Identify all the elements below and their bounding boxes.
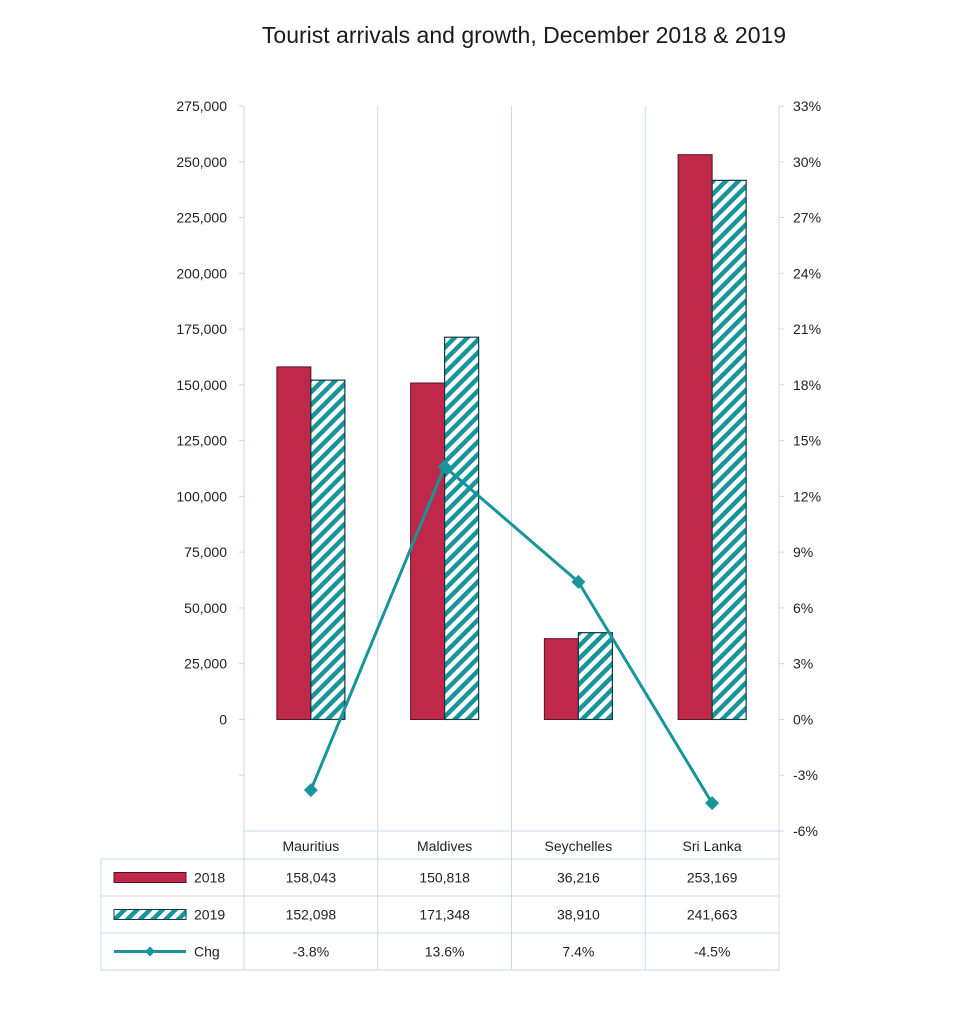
y-right-tick-label: -3% bbox=[793, 767, 818, 783]
y-right-tick-label: 15% bbox=[793, 433, 821, 449]
bar-2018 bbox=[543, 638, 579, 720]
table-cell: 36,216 bbox=[557, 870, 600, 886]
table-cell: 7.4% bbox=[562, 944, 594, 960]
bar-2019 bbox=[577, 632, 613, 721]
y-right-tick-label: 18% bbox=[793, 377, 821, 393]
y-left-tick-label: 175,000 bbox=[176, 321, 227, 337]
table-cell: 171,348 bbox=[419, 907, 470, 923]
bar-2019 bbox=[444, 336, 480, 721]
table-cell: -3.8% bbox=[293, 944, 330, 960]
category-label: Mauritius bbox=[282, 838, 339, 854]
y-right-tick-label: 12% bbox=[793, 488, 821, 504]
legend-label: Chg bbox=[194, 944, 220, 960]
y-right-tick-label: 3% bbox=[793, 656, 813, 672]
y-left-tick-label: 50,000 bbox=[184, 600, 227, 616]
y-right-tick-label: 21% bbox=[793, 321, 821, 337]
legend-label: 2018 bbox=[194, 870, 225, 886]
y-left-tick-label: 75,000 bbox=[184, 544, 227, 560]
bar-2018 bbox=[410, 382, 446, 720]
category-label: Sri Lanka bbox=[683, 838, 742, 854]
y-right-tick-label: 27% bbox=[793, 210, 821, 226]
plot-area: 0 25,000 50,000 75,000 100,000 125,000 150,000… bbox=[176, 98, 821, 970]
table-cell: 38,910 bbox=[557, 907, 600, 923]
bar-2018 bbox=[276, 366, 312, 720]
y-right-tick-label: 24% bbox=[793, 265, 821, 281]
y-right-tick-label: -6% bbox=[793, 823, 818, 839]
table-cell: 253,169 bbox=[687, 870, 738, 886]
y-left-tick-label: 150,000 bbox=[176, 377, 227, 393]
category-label: Seychelles bbox=[545, 838, 613, 854]
category-label: Maldives bbox=[417, 838, 472, 854]
table-cell: 13.6% bbox=[425, 944, 465, 960]
table-cell: 158,043 bbox=[286, 870, 337, 886]
point-chg bbox=[571, 574, 586, 589]
legend-key-2019 bbox=[113, 909, 187, 920]
point-chg bbox=[705, 796, 720, 811]
series-line-chg bbox=[309, 465, 714, 804]
bar-2019 bbox=[711, 179, 747, 721]
table-cell: -4.5% bbox=[694, 944, 731, 960]
y-left-tick-label: 125,000 bbox=[176, 433, 227, 449]
y-left-tick-label: 0 bbox=[219, 711, 227, 727]
y-left-tick-label: 200,000 bbox=[176, 265, 227, 281]
y-right-tick-label: 33% bbox=[793, 98, 821, 114]
bar-2019 bbox=[310, 379, 346, 721]
table-cell: 152,098 bbox=[286, 907, 337, 923]
chart-title: Tourist arrivals and growth, December 20… bbox=[262, 22, 786, 48]
legend-label: 2019 bbox=[194, 907, 225, 923]
y-left-tick-label: 100,000 bbox=[176, 488, 227, 504]
table-cell: 150,818 bbox=[419, 870, 470, 886]
table-cell: 241,663 bbox=[687, 907, 738, 923]
y-right-tick-label: 30% bbox=[793, 154, 821, 170]
legend-key-marker-Chg bbox=[145, 946, 155, 957]
point-chg bbox=[437, 459, 452, 474]
y-right-tick-label: 9% bbox=[793, 544, 813, 560]
y-right-tick-label: 6% bbox=[793, 600, 813, 616]
point-chg bbox=[303, 783, 318, 798]
y-right-tick-label: 0% bbox=[793, 711, 813, 727]
y-left-tick-label: 225,000 bbox=[176, 210, 227, 226]
y-left-tick-label: 25,000 bbox=[184, 656, 227, 672]
legend-key-2018 bbox=[113, 872, 187, 883]
data-table: Mauritius Maldives Seychelles Sri Lanka 2018… bbox=[100, 830, 779, 971]
bar-2018 bbox=[677, 154, 713, 720]
y-left-tick-label: 250,000 bbox=[176, 154, 227, 170]
y-left-tick-label: 275,000 bbox=[176, 98, 227, 114]
